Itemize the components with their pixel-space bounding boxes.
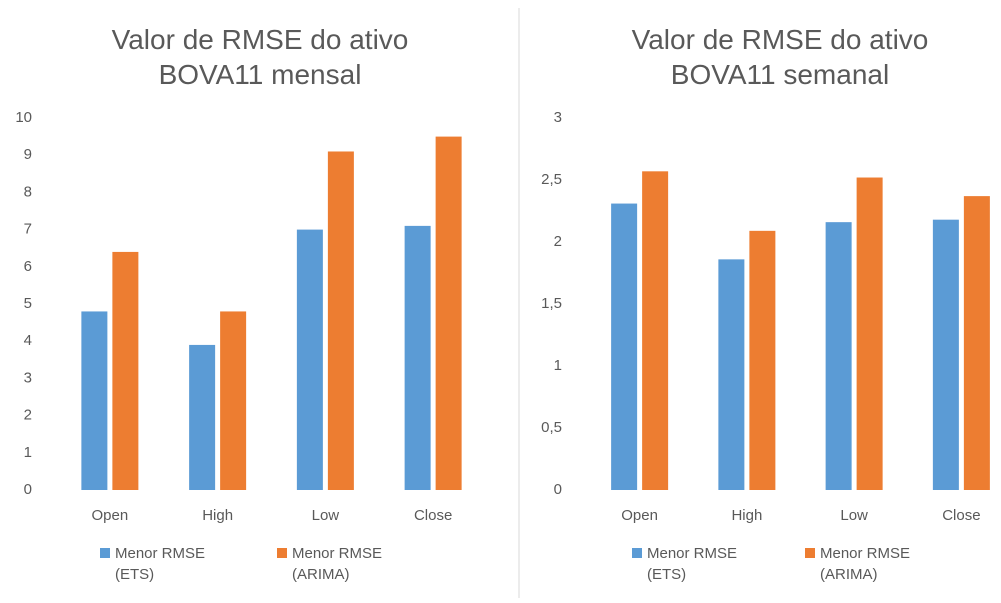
y-tick-label: 1,5	[541, 295, 562, 312]
bar	[296, 229, 323, 490]
bar	[327, 151, 354, 491]
x-tick-label: Low	[840, 507, 868, 524]
bar	[825, 222, 852, 490]
legend-swatch	[632, 548, 642, 558]
chart-title: Valor de RMSE do ativo BOVA11 mensal	[111, 24, 409, 90]
y-tick-label: 9	[24, 146, 32, 163]
x-tick-label: High	[202, 507, 233, 524]
bar	[435, 136, 462, 490]
y-tick-label: 3	[24, 369, 32, 386]
bar	[611, 203, 638, 490]
x-tick-label: High	[731, 507, 762, 524]
y-tick-label: 1	[554, 357, 562, 374]
legend-label: Menor RMSE (ARIMA)	[292, 545, 383, 583]
y-tick-label: 0	[554, 481, 562, 498]
y-tick-label: 5	[24, 295, 32, 312]
bar	[749, 230, 776, 490]
y-tick-label: 1	[24, 444, 32, 461]
legend-swatch	[100, 548, 110, 558]
y-tick-label: 8	[24, 183, 32, 200]
bar	[963, 196, 990, 490]
bar	[220, 311, 247, 490]
bar	[81, 311, 108, 490]
x-tick-label: Low	[312, 507, 340, 524]
y-tick-label: 0	[24, 481, 32, 498]
bar	[932, 219, 959, 490]
x-tick-label: Open	[92, 507, 129, 524]
legend-swatch	[805, 548, 815, 558]
y-tick-label: 6	[24, 258, 32, 275]
bar	[404, 225, 431, 490]
x-tick-label: Close	[942, 507, 980, 524]
bar	[642, 171, 669, 490]
y-tick-label: 10	[15, 109, 32, 126]
y-tick-label: 2,5	[541, 171, 562, 188]
bar	[112, 251, 139, 490]
y-tick-label: 3	[554, 109, 562, 126]
chart-title: Valor de RMSE do ativo BOVA11 semanal	[631, 24, 929, 90]
y-tick-label: 2	[24, 407, 32, 424]
y-tick-label: 2	[554, 233, 562, 250]
legend-label: Menor RMSE (ETS)	[647, 545, 738, 583]
x-tick-label: Close	[414, 507, 452, 524]
bar	[718, 259, 745, 490]
y-tick-label: 4	[24, 332, 32, 349]
legend-label: Menor RMSE (ARIMA)	[820, 545, 911, 583]
bar	[856, 177, 883, 490]
legend-swatch	[277, 548, 287, 558]
bar	[189, 344, 216, 490]
y-tick-label: 0,5	[541, 419, 562, 436]
y-tick-label: 7	[24, 221, 32, 238]
legend-label: Menor RMSE (ETS)	[115, 545, 206, 583]
x-tick-label: Open	[621, 507, 658, 524]
